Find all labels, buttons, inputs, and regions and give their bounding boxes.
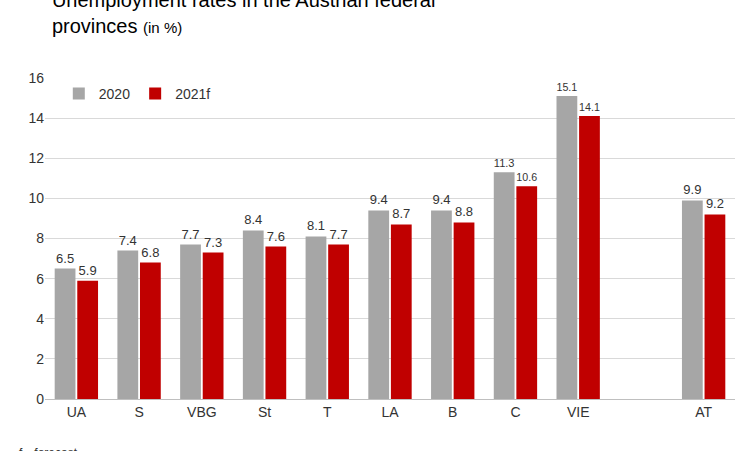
svg-text:9.4: 9.4 [432,192,450,207]
svg-text:7.7: 7.7 [330,227,348,242]
svg-text:10: 10 [28,190,44,206]
svg-text:8.4: 8.4 [244,212,262,227]
svg-text:8: 8 [36,230,44,246]
svg-text:f…forecast: f…forecast [19,446,78,451]
svg-text:B: B [448,404,457,420]
svg-text:6.5: 6.5 [56,251,74,266]
svg-text:VIE: VIE [567,404,590,420]
svg-text:12: 12 [28,150,44,166]
svg-text:2021f: 2021f [175,86,210,102]
svg-text:9.4: 9.4 [370,192,388,207]
svg-text:LA: LA [381,404,399,420]
svg-text:C: C [510,404,520,420]
svg-text:0: 0 [36,391,44,407]
svg-text:10.6: 10.6 [516,171,537,183]
svg-text:16: 16 [28,70,44,86]
svg-text:15.1: 15.1 [557,81,578,93]
svg-text:5.9: 5.9 [79,263,97,278]
svg-text:VBG: VBG [187,404,217,420]
svg-text:7.6: 7.6 [267,229,285,244]
svg-text:St: St [258,404,271,420]
svg-text:Unemployment rates in the Aust: Unemployment rates in the Austrian feder… [52,0,436,37]
svg-text:7.7: 7.7 [181,227,199,242]
svg-text:8.7: 8.7 [392,206,410,221]
svg-text:S: S [134,404,143,420]
svg-text:7.4: 7.4 [119,233,137,248]
svg-text:2: 2 [36,351,44,367]
svg-text:6: 6 [36,271,44,287]
svg-text:6.8: 6.8 [141,245,159,260]
svg-text:4: 4 [36,311,44,327]
svg-text:UA: UA [67,404,87,420]
svg-text:2020: 2020 [99,86,130,102]
svg-text:T: T [323,404,332,420]
svg-text:8.8: 8.8 [455,204,473,219]
svg-text:7.3: 7.3 [204,235,222,250]
svg-text:11.3: 11.3 [494,157,515,169]
svg-text:8.1: 8.1 [307,218,325,233]
svg-text:14.1: 14.1 [579,101,600,113]
svg-text:AT: AT [695,404,712,420]
svg-text:14: 14 [28,110,44,126]
svg-text:9.9: 9.9 [683,182,701,197]
svg-text:9.2: 9.2 [706,196,724,211]
